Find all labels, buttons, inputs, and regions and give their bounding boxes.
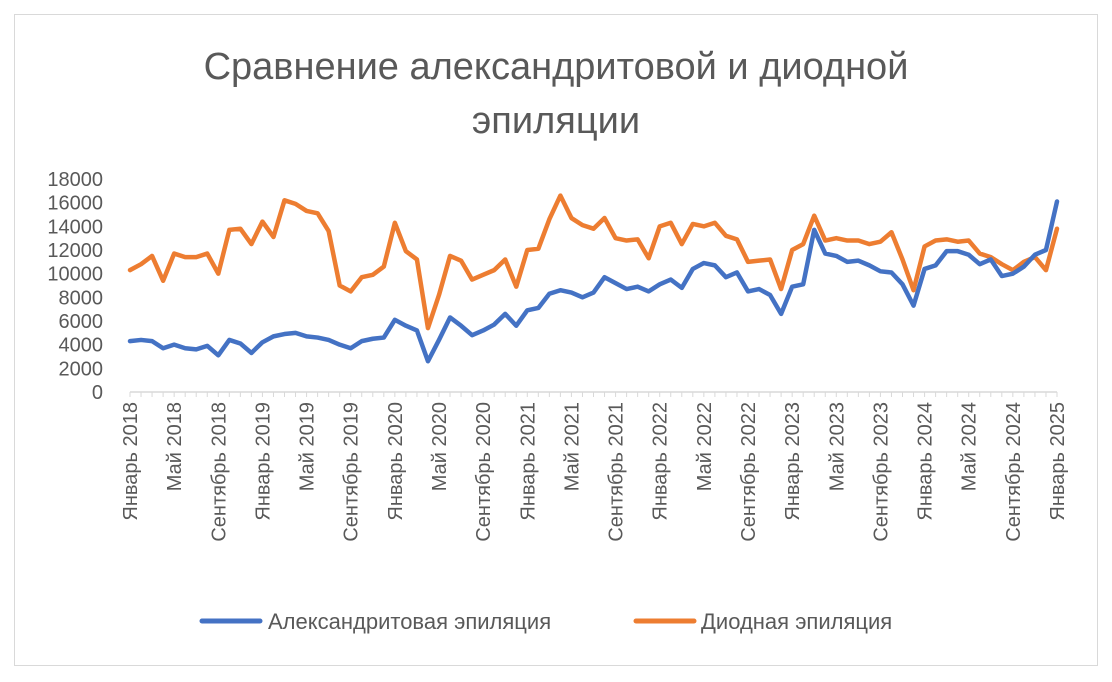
y-axis-ticks: 0200040006000800010000120001400016000180… xyxy=(47,169,103,404)
x-tick-label: Сентябрь 2020 xyxy=(473,402,495,542)
legend: Александритовая эпиляция Диодная эпиляци… xyxy=(199,609,892,634)
x-tick-label: Январь 2022 xyxy=(650,402,672,521)
x-tick-label: Январь 2025 xyxy=(1047,402,1069,521)
y-tick-label: 0 xyxy=(92,382,103,404)
x-tick-label: Январь 2020 xyxy=(385,402,407,521)
chart-frame xyxy=(14,14,1098,666)
x-tick-label: Январь 2021 xyxy=(517,402,539,521)
chart-title-line-2: эпиляции xyxy=(471,100,641,142)
series-line-diode xyxy=(127,193,1060,331)
x-tick-label: Май 2021 xyxy=(561,402,583,491)
x-tick-label: Январь 2019 xyxy=(252,402,274,521)
x-tick-label: Май 2019 xyxy=(297,402,319,491)
y-tick-label: 6000 xyxy=(59,311,104,333)
x-axis-ticks: Январь 2018 Май 2018 Сентябрь 2018 Январь 2… xyxy=(120,392,1069,542)
x-tick-label: Январь 2024 xyxy=(915,402,937,521)
x-tick-label: Сентябрь 2021 xyxy=(606,402,628,542)
x-tick-label: Январь 2018 xyxy=(120,402,142,521)
x-tick-label: Сентябрь 2024 xyxy=(1003,402,1025,542)
x-tick-label: Май 2018 xyxy=(164,402,186,491)
x-tick-label: Май 2020 xyxy=(429,402,451,491)
legend-label-alexandrite: Александритовая эпиляция xyxy=(268,609,551,634)
x-tick-label: Май 2024 xyxy=(959,402,981,491)
x-tick-label: Сентябрь 2022 xyxy=(738,402,760,542)
y-tick-label: 14000 xyxy=(47,216,103,238)
x-tick-label: Сентябрь 2019 xyxy=(341,402,363,542)
chart-title-line-1: Сравнение александритовой и диодной xyxy=(203,46,909,88)
y-tick-label: 2000 xyxy=(59,358,104,380)
series-line-alexandrite xyxy=(127,199,1060,364)
y-tick-label: 16000 xyxy=(47,193,103,215)
chart-title: Сравнение александритовой и диодной эпил… xyxy=(0,40,1112,148)
y-tick-label: 10000 xyxy=(47,264,103,286)
x-tick-label: Май 2023 xyxy=(826,402,848,491)
x-tick-label: Январь 2023 xyxy=(782,402,804,521)
x-tick-label: Сентябрь 2018 xyxy=(208,402,230,542)
y-tick-label: 8000 xyxy=(59,287,104,309)
series-lines xyxy=(127,193,1060,364)
x-tick-label: Сентябрь 2023 xyxy=(870,402,892,542)
y-tick-label: 18000 xyxy=(47,169,103,191)
y-tick-label: 4000 xyxy=(59,335,104,357)
y-tick-label: 12000 xyxy=(47,240,103,262)
x-tick-label: Май 2022 xyxy=(694,402,716,491)
legend-label-diode: Диодная эпиляция xyxy=(701,609,892,634)
